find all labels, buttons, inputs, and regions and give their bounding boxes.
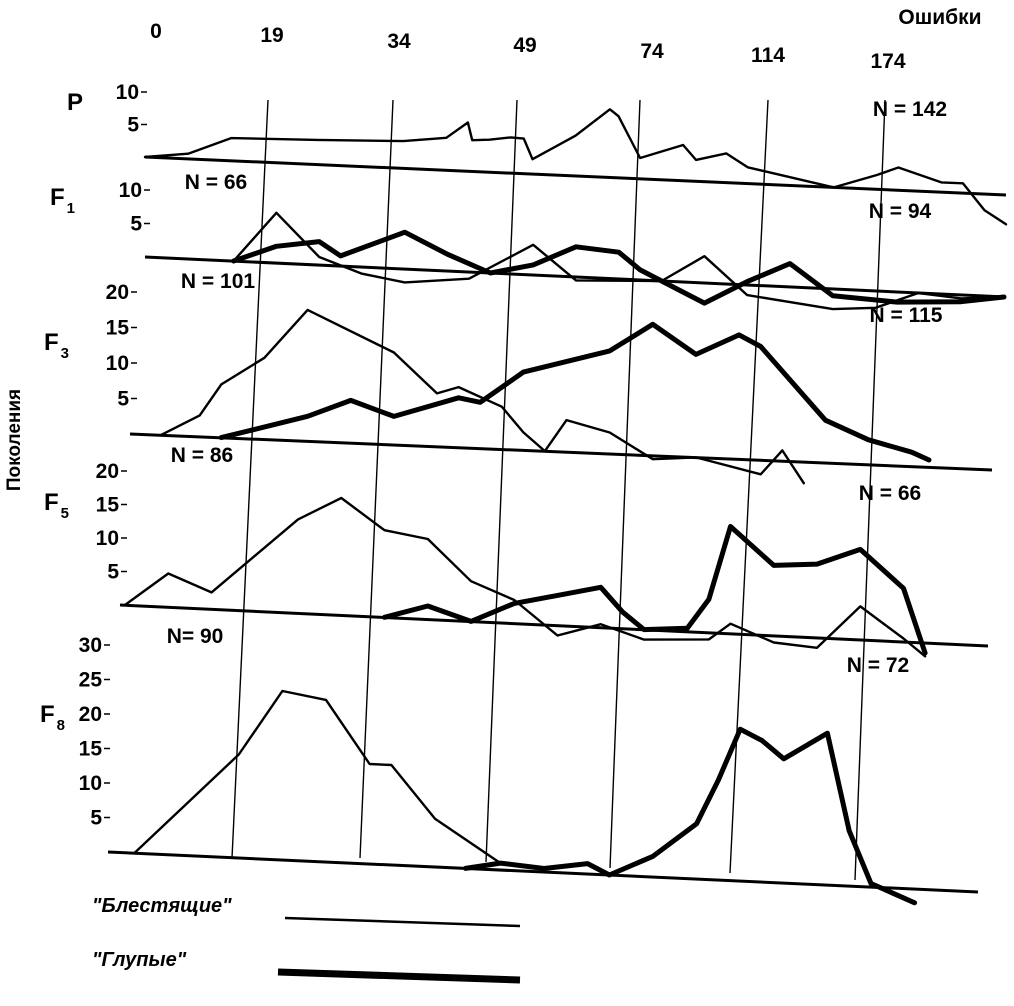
panel-subscript: 5	[61, 505, 69, 522]
sample-size-label: N = 101	[181, 270, 255, 293]
y-tick-label: 15	[96, 494, 120, 517]
x-tick-label: 174	[870, 50, 905, 73]
x-gridline	[854, 99, 886, 881]
y-tick-label: 20	[79, 703, 102, 726]
legend-swatch	[277, 968, 521, 984]
x-tick-label: 74	[640, 40, 664, 63]
y-tick-label: 5	[117, 388, 129, 411]
x-tick-label: 49	[513, 34, 536, 57]
panel-baseline	[144, 255, 1007, 299]
y-tick-label: 10	[119, 179, 142, 202]
sample-size-label: N= 90	[167, 625, 224, 648]
y-tick-label: 10	[116, 81, 139, 104]
x-gridline	[359, 99, 394, 859]
series-line-glupye	[463, 726, 918, 906]
chart-text: 0 19 34 49 74 114 174 Ошибки Поколения P 10 5 N = 14…	[4, 6, 982, 830]
y-tick-label: 5	[90, 807, 102, 830]
panel-label: P	[67, 89, 83, 116]
sample-size-label: N = 66	[185, 171, 247, 194]
panel-name: F	[44, 489, 59, 516]
series-line-glupye	[382, 524, 928, 656]
x-axis-title: Ошибки	[898, 6, 981, 29]
y-axis-title: Поколения	[4, 389, 25, 491]
series-line-blestyashchie	[159, 308, 805, 485]
panel-name: F	[50, 184, 65, 211]
panel-baseline	[129, 432, 993, 472]
x-tick-label: 34	[387, 30, 411, 53]
series-line-glupye	[231, 229, 1007, 306]
panel-baseline	[119, 603, 989, 648]
y-tick-label: 5	[127, 114, 139, 137]
panel-name: F	[40, 701, 55, 728]
y-tick-label: 15	[106, 317, 130, 340]
legend-label: "Глупые"	[92, 949, 187, 971]
x-tick-label: 114	[751, 44, 785, 67]
legend-label: "Блестящие"	[92, 895, 232, 917]
series-line-glupye	[218, 321, 932, 463]
y-tick-label: 10	[79, 772, 102, 795]
series-line-blestyashchie	[133, 689, 546, 870]
y-tick-label: 30	[79, 634, 102, 657]
series-line-blestyashchie	[143, 108, 1008, 226]
series-line-blestyashchie	[123, 496, 927, 658]
panel-subscript: 8	[57, 717, 65, 734]
sample-size-label: N = 94	[869, 200, 932, 223]
y-tick-label: 10	[96, 527, 119, 550]
panel-baseline	[107, 850, 979, 894]
y-tick-label: 10	[106, 352, 129, 375]
chart-series	[123, 108, 1008, 906]
x-tick-label: 0	[150, 20, 162, 43]
legend-swatch	[284, 916, 521, 928]
panel-subscript: 1	[67, 200, 75, 217]
series-line-blestyashchie	[232, 211, 1006, 311]
sample-size-label: N = 142	[873, 98, 947, 121]
panel-name: F	[44, 329, 59, 356]
sample-size-label: N = 86	[171, 444, 233, 467]
sample-size-label: N = 66	[859, 482, 921, 505]
y-tick-label: 20	[96, 460, 119, 483]
x-gridline	[609, 99, 641, 869]
y-tick-label: 25	[79, 669, 103, 692]
y-tick-label: 5	[107, 561, 119, 584]
chart-legend: "Блестящие" "Глупые"	[92, 895, 521, 984]
y-tick-label: 5	[130, 213, 142, 236]
x-tick-label: 19	[260, 24, 283, 47]
x-gridline	[485, 99, 518, 863]
x-gridline	[231, 99, 269, 859]
panel-subscript: 3	[61, 345, 69, 362]
chart-grid	[104, 91, 1007, 894]
panel-baseline	[144, 155, 1007, 197]
panel-name: P	[67, 89, 83, 116]
x-gridline	[729, 99, 769, 874]
y-tick-label: 15	[79, 738, 103, 761]
y-tick-label: 20	[106, 281, 129, 304]
sample-size-label: N = 115	[870, 304, 943, 327]
sample-size-label: N = 72	[847, 654, 909, 677]
